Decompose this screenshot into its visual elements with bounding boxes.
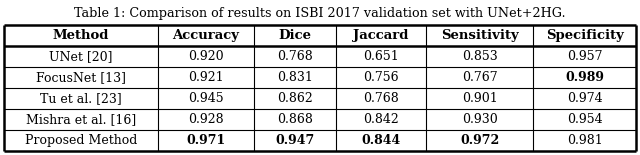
Text: Sensitivity: Sensitivity	[441, 29, 518, 42]
Text: 0.989: 0.989	[565, 71, 604, 84]
Text: 0.844: 0.844	[361, 134, 401, 147]
Text: Tu et al. [23]: Tu et al. [23]	[40, 92, 122, 105]
Text: UNet [20]: UNet [20]	[49, 50, 113, 63]
Text: 0.842: 0.842	[363, 113, 399, 126]
Text: Specificity: Specificity	[546, 29, 623, 42]
Text: Dice: Dice	[278, 29, 311, 42]
Text: Method: Method	[53, 29, 109, 42]
Text: Mishra et al. [16]: Mishra et al. [16]	[26, 113, 136, 126]
Text: 0.954: 0.954	[567, 113, 602, 126]
Text: 0.853: 0.853	[461, 50, 497, 63]
Text: Table 1: Comparison of results on ISBI 2017 validation set with UNet+2HG.: Table 1: Comparison of results on ISBI 2…	[74, 7, 566, 20]
Text: Accuracy: Accuracy	[172, 29, 239, 42]
Text: Proposed Method: Proposed Method	[25, 134, 137, 147]
Text: Jaccard: Jaccard	[353, 29, 408, 42]
Text: 0.972: 0.972	[460, 134, 499, 147]
Text: 0.920: 0.920	[188, 50, 224, 63]
Text: 0.921: 0.921	[188, 71, 224, 84]
Text: 0.901: 0.901	[461, 92, 497, 105]
Text: 0.767: 0.767	[461, 71, 497, 84]
Text: 0.947: 0.947	[275, 134, 314, 147]
Text: 0.971: 0.971	[186, 134, 225, 147]
Text: 0.945: 0.945	[188, 92, 224, 105]
Text: 0.981: 0.981	[567, 134, 602, 147]
Text: 0.756: 0.756	[363, 71, 399, 84]
Text: 0.862: 0.862	[277, 92, 312, 105]
Text: 0.930: 0.930	[461, 113, 497, 126]
Text: 0.957: 0.957	[567, 50, 602, 63]
Text: 0.831: 0.831	[276, 71, 312, 84]
Text: 0.868: 0.868	[276, 113, 312, 126]
Text: 0.768: 0.768	[277, 50, 312, 63]
Text: 0.974: 0.974	[567, 92, 602, 105]
Text: 0.651: 0.651	[363, 50, 399, 63]
Text: 0.928: 0.928	[188, 113, 224, 126]
Text: 0.768: 0.768	[363, 92, 399, 105]
Text: FocusNet [13]: FocusNet [13]	[36, 71, 126, 84]
